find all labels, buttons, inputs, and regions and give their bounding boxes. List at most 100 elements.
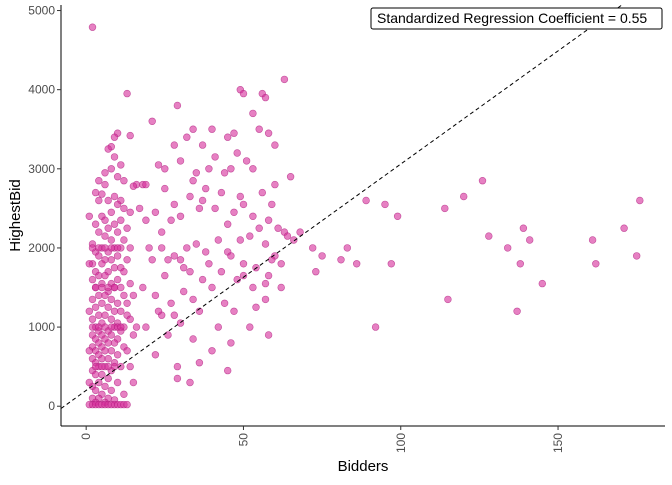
data-point	[123, 347, 131, 355]
data-point	[217, 268, 226, 276]
data-point	[158, 244, 166, 252]
data-point	[101, 232, 109, 240]
data-point	[95, 291, 103, 300]
data-point	[85, 307, 94, 315]
data-point	[104, 362, 112, 371]
data-point	[205, 165, 213, 173]
data-point	[117, 161, 125, 169]
axis-ticks: 0 1000 2000 3000 4000 5000 0 50 100 150	[28, 4, 565, 453]
data-point	[148, 117, 156, 126]
data-point	[95, 323, 103, 331]
data-point	[88, 244, 97, 252]
data-point	[230, 129, 238, 137]
data-point	[85, 347, 94, 355]
data-point	[161, 184, 169, 193]
data-point	[236, 236, 245, 244]
data-point	[264, 331, 273, 339]
data-point	[519, 224, 528, 232]
data-point	[85, 212, 94, 221]
data-point	[154, 307, 163, 315]
data-point	[173, 374, 182, 383]
data-point	[129, 182, 138, 190]
data-point	[88, 315, 97, 323]
data-point	[393, 212, 402, 221]
data-point	[104, 303, 112, 311]
data-point	[117, 323, 125, 331]
data-point	[104, 283, 112, 292]
data-point	[198, 141, 207, 149]
data-point	[214, 323, 223, 331]
data-point	[91, 188, 100, 197]
data-point	[95, 196, 103, 205]
data-point	[126, 362, 134, 371]
data-point	[387, 260, 395, 268]
data-point	[242, 157, 251, 165]
data-point	[120, 390, 128, 398]
data-point	[592, 260, 600, 268]
data-point	[246, 232, 254, 240]
data-point	[123, 89, 131, 98]
data-point	[183, 133, 191, 141]
data-point	[123, 299, 131, 307]
y-tick-label: 0	[48, 399, 55, 413]
data-point	[271, 141, 279, 149]
y-tick-label: 3000	[28, 162, 55, 176]
data-point	[107, 331, 116, 339]
data-point	[198, 275, 207, 284]
data-point	[120, 268, 128, 276]
data-point	[113, 351, 122, 359]
data-point	[95, 378, 103, 387]
data-point	[101, 271, 109, 280]
data-points	[85, 23, 644, 409]
data-point	[126, 131, 134, 140]
data-point	[91, 220, 100, 228]
data-point	[101, 216, 109, 224]
data-point	[95, 311, 103, 319]
data-point	[107, 323, 116, 331]
data-point	[211, 204, 219, 213]
data-point	[227, 339, 235, 347]
data-point	[189, 125, 197, 133]
data-point	[239, 260, 248, 268]
data-point	[176, 157, 185, 165]
data-point	[104, 145, 112, 153]
data-point	[95, 228, 103, 236]
data-point	[113, 244, 122, 252]
data-point	[312, 268, 320, 276]
data-point	[208, 347, 216, 355]
data-point	[107, 386, 116, 395]
data-point	[236, 192, 245, 201]
data-point	[151, 351, 160, 359]
data-point	[123, 224, 131, 232]
data-point	[120, 177, 128, 185]
annotation-box	[370, 7, 663, 30]
data-point	[220, 169, 229, 177]
data-point	[107, 256, 116, 264]
data-point	[110, 264, 119, 272]
data-point	[170, 200, 179, 209]
data-point	[274, 224, 282, 232]
data-point	[224, 220, 232, 228]
data-point	[151, 291, 160, 300]
data-point	[129, 378, 138, 387]
data-point	[101, 382, 109, 391]
data-point	[113, 275, 122, 284]
data-point	[113, 252, 122, 260]
data-point	[110, 192, 119, 201]
data-point	[283, 232, 292, 240]
y-tick-label: 5000	[28, 4, 55, 18]
data-point	[180, 287, 188, 296]
data-point	[277, 283, 285, 292]
data-point	[249, 165, 257, 173]
data-point	[123, 400, 131, 409]
data-point	[227, 165, 235, 173]
data-point	[132, 323, 141, 331]
data-point	[123, 256, 131, 264]
data-point	[176, 256, 185, 264]
data-point	[261, 295, 270, 304]
data-point	[513, 307, 521, 315]
data-point	[337, 256, 345, 264]
data-point	[110, 339, 119, 347]
data-point	[211, 153, 219, 161]
data-point	[104, 339, 112, 347]
